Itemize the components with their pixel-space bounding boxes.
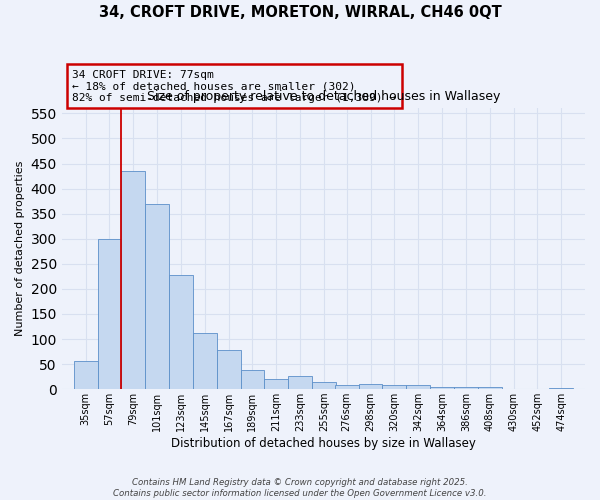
Bar bbox=[478, 387, 502, 389]
Text: Contains HM Land Registry data © Crown copyright and database right 2025.
Contai: Contains HM Land Registry data © Crown c… bbox=[113, 478, 487, 498]
X-axis label: Distribution of detached houses by size in Wallasey: Distribution of detached houses by size … bbox=[171, 437, 476, 450]
Bar bbox=[288, 376, 312, 389]
Bar bbox=[312, 382, 336, 389]
Y-axis label: Number of detached properties: Number of detached properties bbox=[15, 161, 25, 336]
Bar bbox=[241, 370, 265, 389]
Bar bbox=[382, 384, 406, 389]
Text: 34 CROFT DRIVE: 77sqm
← 18% of detached houses are smaller (302)
82% of semi-det: 34 CROFT DRIVE: 77sqm ← 18% of detached … bbox=[72, 70, 396, 103]
Bar bbox=[169, 275, 193, 389]
Bar bbox=[454, 386, 478, 389]
Bar bbox=[335, 384, 359, 389]
Bar bbox=[74, 360, 98, 389]
Bar bbox=[502, 388, 526, 389]
Bar bbox=[549, 388, 573, 389]
Bar bbox=[406, 385, 430, 389]
Bar bbox=[526, 388, 549, 389]
Bar bbox=[217, 350, 241, 389]
Text: 34, CROFT DRIVE, MORETON, WIRRAL, CH46 0QT: 34, CROFT DRIVE, MORETON, WIRRAL, CH46 0… bbox=[98, 5, 502, 20]
Bar bbox=[430, 387, 454, 389]
Bar bbox=[121, 171, 145, 389]
Bar bbox=[265, 379, 288, 389]
Title: Size of property relative to detached houses in Wallasey: Size of property relative to detached ho… bbox=[147, 90, 500, 103]
Bar bbox=[145, 204, 169, 389]
Bar bbox=[359, 384, 382, 389]
Bar bbox=[98, 239, 121, 389]
Bar bbox=[193, 332, 217, 389]
